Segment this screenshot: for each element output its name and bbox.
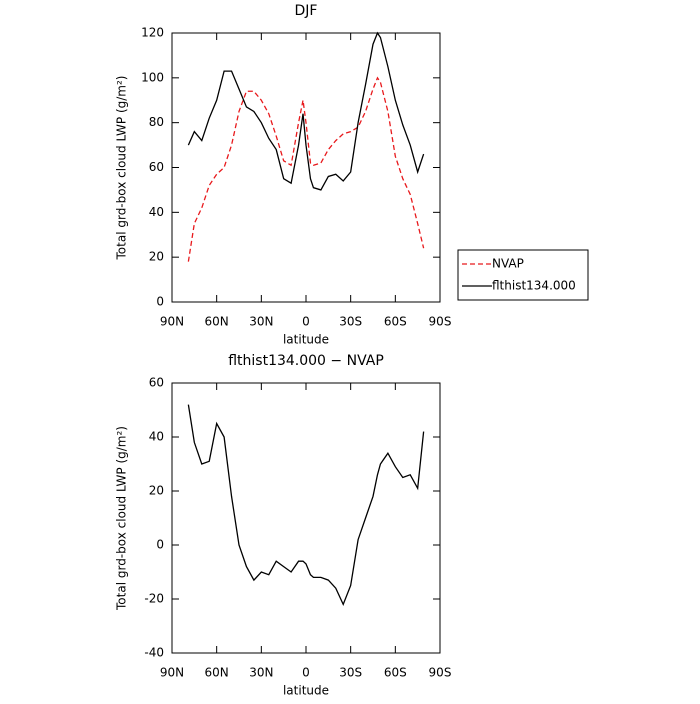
plot-frame <box>171 32 441 303</box>
chart-title: flthist134.000 − NVAP <box>228 353 384 369</box>
plot-frame <box>171 382 441 654</box>
x-tick-label: 0 <box>302 315 310 329</box>
y-tick-label: -40 <box>144 646 164 660</box>
y-tick-label: 120 <box>141 26 164 40</box>
x-tick-label: 60S <box>384 315 407 329</box>
y-tick-label: 20 <box>149 484 164 498</box>
y-tick-label: 60 <box>149 160 164 174</box>
x-tick-label: 60N <box>205 666 229 680</box>
data-line <box>187 31 425 191</box>
x-tick-label: 90N <box>160 666 184 680</box>
y-tick-label: 80 <box>149 115 164 129</box>
x-tick-label: 90S <box>429 666 452 680</box>
chart-title: DJF <box>295 3 318 19</box>
x-tick-label: 30N <box>249 666 273 680</box>
x-tick-label: 90N <box>160 315 184 329</box>
x-tick-label: 30S <box>339 666 362 680</box>
y-tick-label: 40 <box>149 205 164 219</box>
data-line <box>187 76 425 262</box>
x-tick-label: 60N <box>205 315 229 329</box>
y-tick-label: 0 <box>156 538 164 552</box>
legend-box <box>457 249 589 301</box>
y-tick-label: -20 <box>144 592 164 606</box>
y-tick-label: 0 <box>156 295 164 309</box>
y-tick-label: 100 <box>141 70 164 84</box>
y-axis-label: Total grd-box cloud LWP (g/m²) <box>115 426 129 611</box>
x-tick-label: 30S <box>339 315 362 329</box>
data-line <box>187 404 425 607</box>
x-axis-label: latitude <box>283 684 329 698</box>
x-axis-label: latitude <box>283 333 329 347</box>
y-tick-label: 20 <box>149 250 164 264</box>
legend-label: flthist134.000 <box>492 279 576 293</box>
y-tick-label: 40 <box>149 430 164 444</box>
y-tick-label: 60 <box>149 376 164 390</box>
x-tick-label: 60S <box>384 666 407 680</box>
x-tick-label: 30N <box>249 315 273 329</box>
y-axis-label: Total grd-box cloud LWP (g/m²) <box>115 76 129 261</box>
x-tick-label: 0 <box>302 666 310 680</box>
x-tick-label: 90S <box>429 315 452 329</box>
legend-label: NVAP <box>492 257 524 271</box>
